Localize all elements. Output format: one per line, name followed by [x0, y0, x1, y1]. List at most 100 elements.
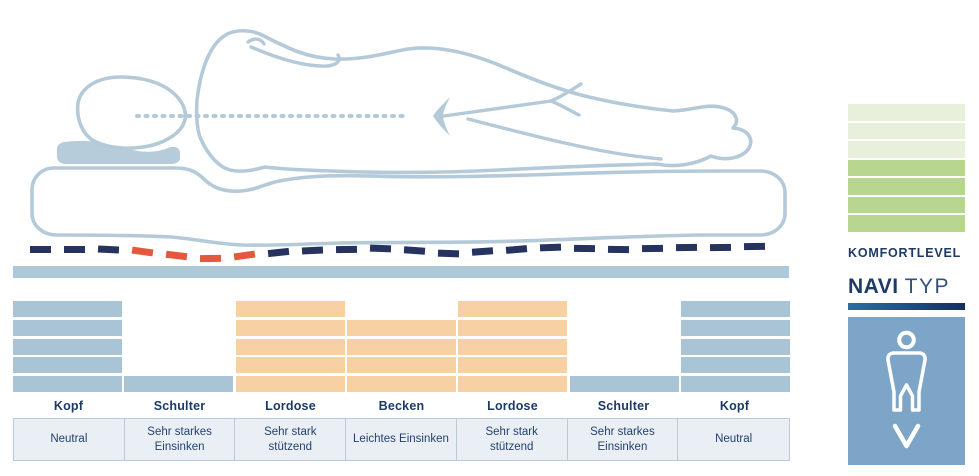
chart-bar	[681, 376, 790, 392]
zone-support-chart	[13, 301, 790, 392]
zone-header-row: Kopf Schulter Lordose Becken Lordose Schulter…	[13, 396, 790, 416]
chart-bar	[13, 301, 122, 317]
chart-bar	[347, 357, 456, 374]
zone-description: Leichtes Einsinken	[346, 419, 457, 460]
navi-typ-gradient-bar	[848, 302, 965, 310]
pressure-dash	[97, 245, 120, 254]
navi-typ-heading: NAVI TYP	[848, 275, 965, 299]
pressure-dash	[539, 243, 562, 252]
pressure-dash	[403, 246, 426, 255]
pressure-dash	[743, 242, 766, 251]
pressure-dash	[505, 245, 528, 254]
mattress-base-bar	[13, 266, 789, 278]
pressure-dash-highlight	[165, 250, 188, 261]
chart-bar	[681, 357, 790, 374]
komfortlevel-scale	[848, 104, 965, 232]
chart-bar	[458, 301, 568, 317]
pressure-dash-highlight	[233, 250, 256, 261]
komfortlevel-bar-dark	[848, 178, 965, 195]
chart-bar	[235, 301, 345, 317]
chart-bar	[347, 376, 456, 392]
pressure-dash	[573, 244, 596, 253]
komfortlevel-bar-light	[848, 141, 965, 158]
pillow	[57, 140, 180, 164]
chart-bar	[458, 319, 568, 336]
chart-bar	[235, 357, 345, 374]
chart-column-lordose-4	[458, 301, 568, 392]
pressure-dash-highlight	[131, 246, 154, 257]
pressure-dash	[335, 245, 358, 254]
person-arm-lower	[249, 45, 342, 68]
zone-description: Neutral	[14, 419, 125, 460]
chart-column-becken-3	[347, 301, 456, 392]
forearm-line-upper	[549, 82, 583, 103]
pressure-dash	[471, 247, 494, 256]
chart-bar	[347, 319, 456, 336]
navi-typ-box	[848, 316, 965, 465]
pressure-dash-highlight	[199, 254, 222, 263]
zone-label: Lordose	[487, 399, 538, 413]
chart-bar	[235, 338, 345, 355]
chart-bar	[13, 357, 122, 374]
sidebar: KOMFORTLEVEL NAVI TYP	[848, 104, 965, 465]
zone-description: Sehr starkes Einsinken	[568, 419, 679, 460]
komfortlevel-bar-dark	[848, 215, 965, 232]
chart-bar	[235, 376, 345, 392]
zone-label: Schulter	[153, 399, 206, 413]
pressure-dash	[709, 243, 732, 252]
figure-body-icon	[886, 350, 927, 412]
pressure-dash	[607, 245, 630, 254]
chart-column-lordose-2	[235, 301, 345, 392]
komfortlevel-bar-dark	[848, 159, 965, 176]
pressure-dash	[267, 247, 290, 258]
pressure-dash-line	[30, 242, 766, 263]
zone-description: Sehr stark stützend	[235, 419, 347, 460]
spine-arrow-shaft	[442, 99, 553, 118]
figure-head-icon	[897, 330, 916, 349]
zone-label: Lordose	[265, 399, 316, 413]
zone-label: Schulter	[597, 399, 650, 413]
chart-bar	[458, 376, 568, 392]
pressure-dash	[641, 244, 664, 253]
pressure-dash	[369, 244, 392, 253]
zone-label: Becken	[378, 399, 425, 413]
chart-bar	[13, 338, 122, 355]
mattress-outline	[30, 166, 787, 248]
person-head	[75, 75, 188, 150]
pressure-dash	[301, 246, 324, 255]
komfortlevel-bar-dark	[848, 196, 965, 213]
down-chevron-icon	[892, 423, 921, 448]
navi-word: NAVI	[848, 274, 899, 298]
pressure-dash	[64, 246, 85, 253]
komfortlevel-label: KOMFORTLEVEL	[848, 245, 962, 260]
forearm-line-lower	[549, 99, 581, 117]
chart-column-kopf-0	[13, 301, 122, 392]
chart-bar	[458, 357, 568, 374]
chart-bar	[347, 338, 456, 355]
zone-description: Sehr stark stützend	[457, 419, 568, 460]
pressure-dash	[675, 243, 698, 252]
chart-bar	[569, 376, 679, 392]
chart-bar	[235, 319, 345, 336]
person-leg-line	[466, 117, 663, 161]
pressure-dash	[437, 249, 460, 258]
komfortlevel-bar-light	[848, 122, 965, 139]
chart-bar	[13, 319, 122, 336]
pressure-dash	[30, 246, 51, 253]
komfortlevel-bar-light	[848, 104, 965, 121]
male-figure-icon	[886, 330, 927, 448]
typ-word: TYP	[904, 274, 950, 298]
mattress-illustration	[13, 28, 789, 278]
zone-description: Sehr starkes Einsinken	[125, 419, 236, 460]
person-body	[194, 28, 753, 175]
zone-description-row: Neutral Sehr starkes Einsinken Sehr stark …	[13, 418, 790, 461]
spine-arrowhead	[433, 97, 450, 136]
chart-bar	[681, 319, 790, 336]
chart-bar	[681, 301, 790, 317]
person-arm	[246, 37, 266, 46]
zone-label: Kopf	[53, 399, 84, 413]
chart-bar	[13, 376, 122, 392]
chart-bar	[124, 376, 234, 392]
zone-label: Kopf	[719, 399, 750, 413]
